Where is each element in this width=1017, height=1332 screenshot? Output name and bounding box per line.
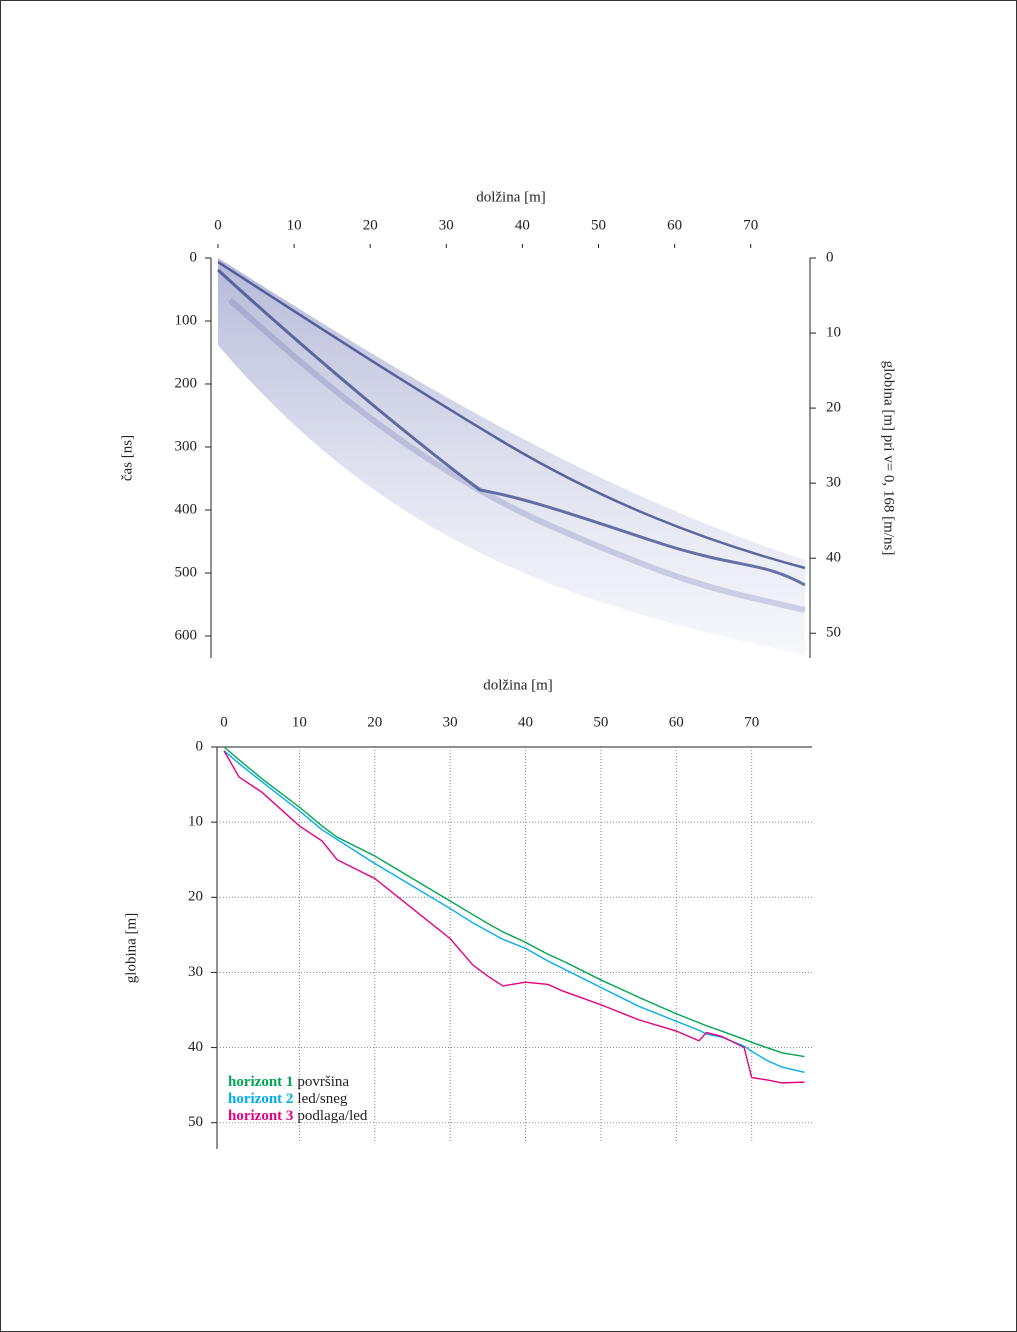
legend-entry: horizont 3 podlaga/led	[228, 1108, 368, 1124]
radargram-image	[216, 258, 806, 655]
y-tick-label: 100	[175, 312, 198, 328]
y-tick-label: 0	[196, 738, 204, 754]
y-tick-label: 20	[188, 889, 203, 905]
y2-tick-label: 20	[826, 400, 841, 416]
x-tick-label: 0	[220, 714, 228, 730]
x-axis-label: dolžina [m]	[476, 189, 546, 205]
y-tick-label: 300	[175, 438, 198, 454]
y2-tick-label: 10	[826, 324, 841, 340]
legend-name: horizont 2	[228, 1091, 293, 1107]
x-tick-label: 60	[669, 714, 684, 730]
y2-axis-label: globina [m] pri v= 0, 168 [m/ns]	[881, 361, 897, 556]
x-axis-label: dolžina [m]	[483, 677, 553, 693]
x-tick-label: 10	[292, 714, 307, 730]
line-series	[223, 746, 805, 1058]
x-tick-label: 70	[743, 217, 758, 233]
legend-text: podlaga/led	[297, 1108, 367, 1124]
y-tick-label: 500	[175, 564, 198, 580]
legend-name: horizont 3	[228, 1108, 293, 1124]
x-tick-label: 50	[591, 217, 606, 233]
y-tick-label: 400	[175, 501, 198, 517]
y-tick-label: 40	[188, 1039, 203, 1055]
x-tick-label: 50	[593, 714, 608, 730]
x-tick-label: 70	[744, 714, 759, 730]
y2-tick-label: 30	[826, 475, 841, 491]
line-series	[223, 750, 805, 1084]
y2-tick-label: 50	[826, 625, 841, 641]
x-tick-label: 30	[439, 217, 454, 233]
y-tick-label: 200	[175, 375, 198, 391]
y-tick-label: 30	[188, 964, 203, 980]
y2-tick-label: 40	[826, 550, 841, 566]
x-tick-label: 40	[518, 714, 533, 730]
line-series	[223, 750, 805, 1074]
y-tick-label: 600	[175, 627, 198, 643]
x-tick-label: 60	[667, 217, 682, 233]
x-tick-label: 20	[367, 714, 382, 730]
x-tick-label: 20	[363, 217, 378, 233]
legend-text: led/sneg	[297, 1091, 347, 1107]
x-tick-label: 40	[515, 217, 530, 233]
legend-text: površina	[297, 1074, 349, 1090]
y2-tick-label: 0	[826, 249, 834, 265]
y-tick-label: 0	[190, 249, 198, 265]
legend-entry: horizont 1 površina	[228, 1074, 349, 1090]
y-axis-label: globina [m]	[123, 913, 139, 983]
x-tick-label: 0	[214, 217, 222, 233]
x-tick-label: 30	[443, 714, 458, 730]
legend-name: horizont 1	[228, 1074, 293, 1090]
y-tick-label: 50	[188, 1114, 203, 1130]
y-tick-label: 10	[188, 814, 203, 830]
x-tick-label: 10	[287, 217, 302, 233]
legend-entry: horizont 2 led/sneg	[228, 1091, 348, 1107]
y-axis-label: čas [ns]	[119, 435, 135, 481]
